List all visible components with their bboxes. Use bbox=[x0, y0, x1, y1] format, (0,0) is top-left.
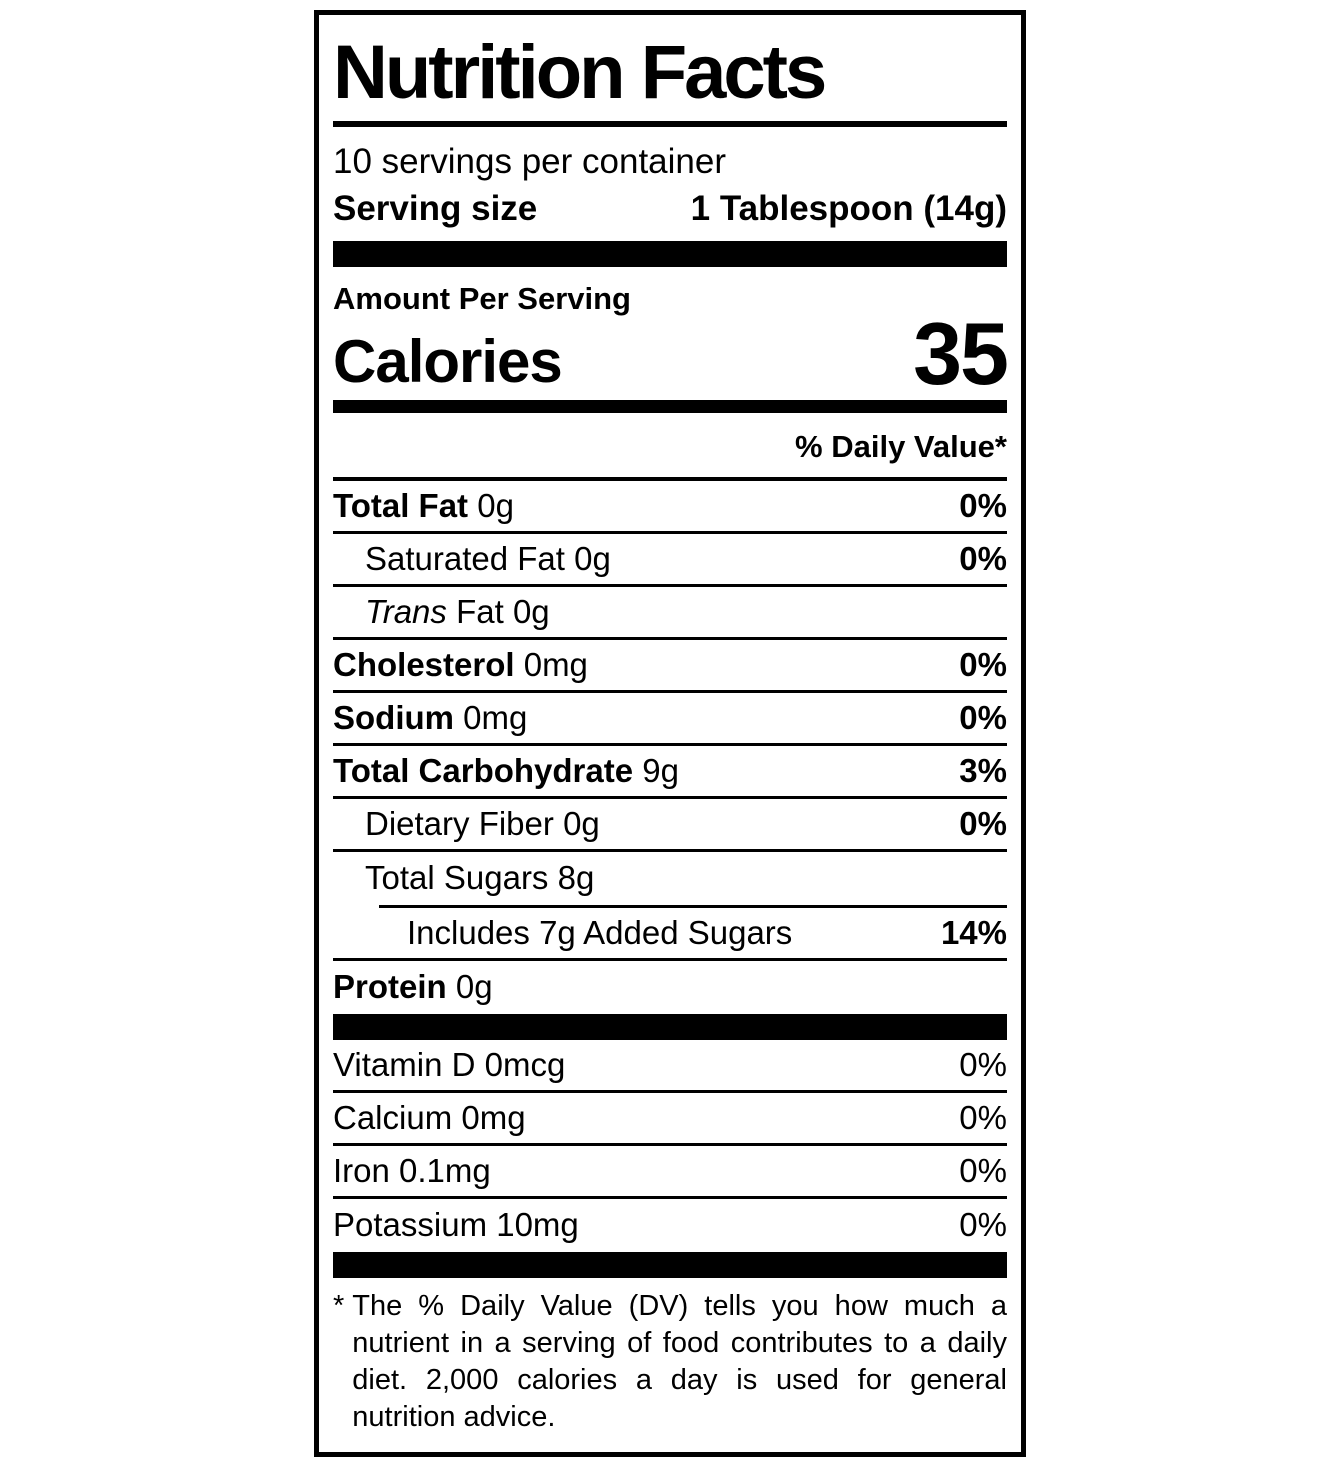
divider-medium-calories bbox=[333, 399, 1007, 413]
nutrient-name: Saturated Fat 0g bbox=[365, 539, 611, 577]
vitamin-dv: 0% bbox=[959, 1206, 1007, 1244]
nutrient-row-saturated-fat: Saturated Fat 0g 0% bbox=[333, 534, 1007, 587]
nutrient-name: Dietary Fiber 0g bbox=[365, 804, 600, 842]
nutrient-dv: 0% bbox=[959, 539, 1007, 577]
vitamin-dv: 0% bbox=[959, 1045, 1007, 1083]
nutrient-dv: 3% bbox=[959, 751, 1007, 789]
nutrient-name: Trans Fat 0g bbox=[365, 592, 550, 630]
nutrient-row-dietary-fiber: Dietary Fiber 0g 0% bbox=[333, 799, 1007, 852]
nutrient-row-sodium: Sodium 0mg 0% bbox=[333, 693, 1007, 746]
calories-label: Calories bbox=[333, 327, 563, 395]
nutrient-row-total-sugars: Total Sugars 8g bbox=[333, 852, 1007, 905]
vitamin-row-iron: Iron 0.1mg 0% bbox=[333, 1146, 1007, 1199]
serving-size-row: Serving size 1 Tablespoon (14g) bbox=[333, 183, 1007, 241]
nutrient-row-cholesterol: Cholesterol 0mg 0% bbox=[333, 640, 1007, 693]
vitamin-name: Vitamin D 0mcg bbox=[333, 1045, 566, 1083]
divider-thick-top bbox=[333, 241, 1007, 267]
nutrient-name: Total Fat 0g bbox=[333, 486, 514, 524]
nutrient-row-protein: Protein 0g bbox=[333, 961, 1007, 1014]
label-title: Nutrition Facts bbox=[333, 29, 1007, 127]
amount-per-serving-label: Amount Per Serving bbox=[333, 281, 631, 316]
vitamin-name: Calcium 0mg bbox=[333, 1098, 526, 1136]
nutrient-name: Sodium 0mg bbox=[333, 698, 528, 736]
nutrient-name: Includes 7g Added Sugars bbox=[407, 913, 793, 951]
nutrient-row-added-sugars: Includes 7g Added Sugars 14% bbox=[333, 908, 1007, 961]
calories-row: Calories 35 bbox=[333, 304, 1009, 403]
servings-per-container: 10 servings per container bbox=[333, 142, 726, 181]
calories-value: 35 bbox=[913, 304, 1009, 403]
vitamin-row-calcium: Calcium 0mg 0% bbox=[333, 1093, 1007, 1146]
nutrient-row-trans-fat: Trans Fat 0g bbox=[333, 587, 1007, 640]
nutrient-row-total-carbohydrate: Total Carbohydrate 9g 3% bbox=[333, 746, 1007, 799]
nutrient-dv: 0% bbox=[959, 804, 1007, 842]
nutrient-name: Cholesterol 0mg bbox=[333, 645, 588, 683]
daily-value-header: % Daily Value* bbox=[333, 413, 1007, 481]
divider-thick-footnote bbox=[333, 1251, 1007, 1278]
footnote-asterisk: * bbox=[333, 1289, 345, 1322]
nutrient-dv: 0% bbox=[959, 486, 1007, 524]
nutrient-row-total-fat: Total Fat 0g 0% bbox=[333, 481, 1007, 534]
nutrient-dv: 14% bbox=[940, 913, 1007, 951]
serving-size-value: 1 Tablespoon (14g) bbox=[690, 189, 1007, 228]
vitamin-dv: 0% bbox=[959, 1098, 1007, 1136]
nutrient-name: Total Carbohydrate 9g bbox=[333, 751, 679, 789]
nutrient-dv: 0% bbox=[959, 645, 1007, 683]
daily-value-footnote: * The % Daily Value (DV) tells you how m… bbox=[333, 1278, 1007, 1436]
vitamin-name: Iron 0.1mg bbox=[333, 1151, 491, 1189]
nutrition-facts-label: Nutrition Facts 10 servings per containe… bbox=[314, 10, 1026, 1457]
divider-thick-protein bbox=[333, 1013, 1007, 1040]
nutrient-name: Total Sugars 8g bbox=[365, 859, 595, 897]
divider-indented-added-sugars bbox=[379, 904, 1007, 908]
footnote-text: The % Daily Value (DV) tells you how muc… bbox=[352, 1289, 1007, 1434]
nutrient-dv: 0% bbox=[959, 698, 1007, 736]
nutrient-name: Protein 0g bbox=[333, 968, 493, 1006]
vitamin-name: Potassium 10mg bbox=[333, 1206, 579, 1244]
serving-size-label: Serving size bbox=[333, 189, 538, 228]
vitamin-row-potassium: Potassium 10mg 0% bbox=[333, 1199, 1007, 1252]
vitamin-row-vitamin-d: Vitamin D 0mcg 0% bbox=[333, 1040, 1007, 1093]
vitamin-dv: 0% bbox=[959, 1151, 1007, 1189]
